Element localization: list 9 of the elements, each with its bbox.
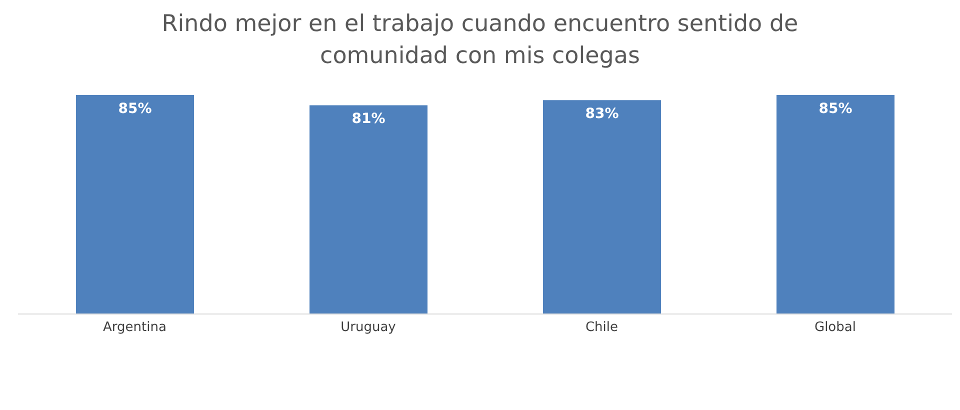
x-tick-label: Uruguay — [340, 320, 396, 336]
chart-title: Rindo mejor en el trabajo cuando encuentro sentido de comunidad con mis colegas — [160, 10, 800, 71]
data-label: 83% — [585, 106, 619, 122]
x-tick-label: Global — [814, 320, 856, 336]
x-tick-label: Chile — [585, 320, 618, 336]
data-label: 81% — [352, 111, 386, 128]
x-tick-label: Argentina — [103, 320, 166, 336]
data-label: 85% — [818, 100, 852, 117]
data-label: 85% — [118, 100, 152, 117]
